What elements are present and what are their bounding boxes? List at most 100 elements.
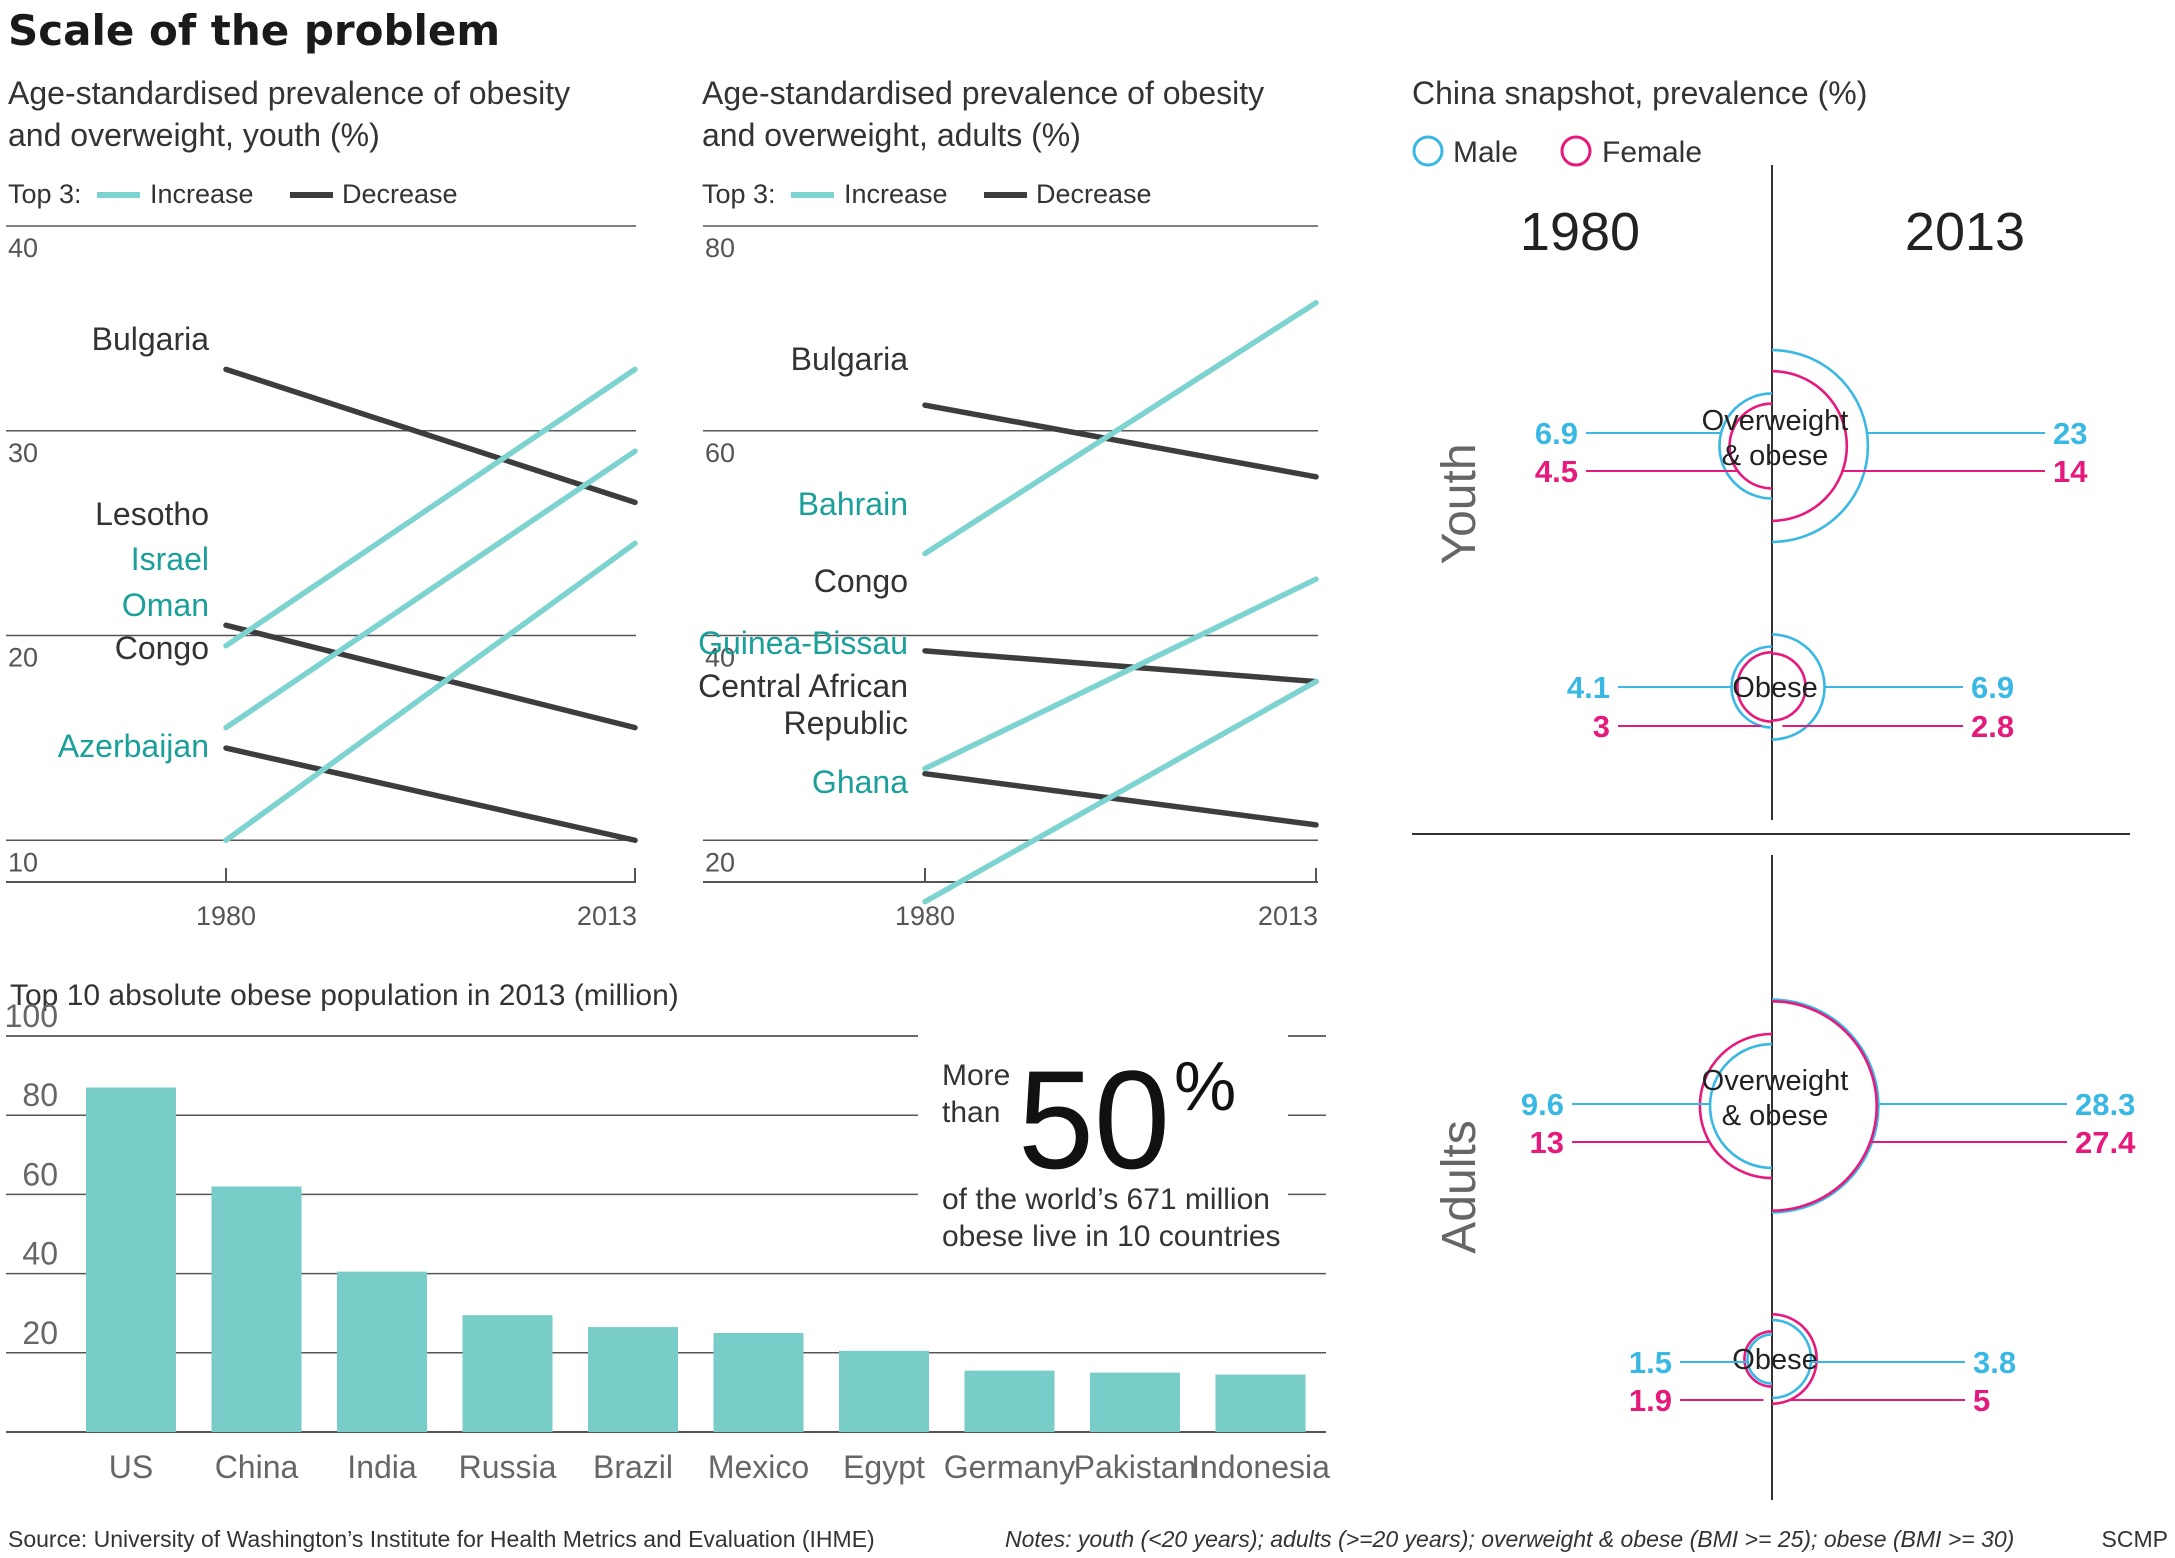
legend-increase-label: Increase — [844, 179, 948, 209]
year-1980-heading: 1980 — [1520, 202, 1640, 262]
circle-center-label: Obese — [1732, 672, 1817, 704]
female-legend-label: Female — [1602, 136, 1702, 169]
bar-russia — [462, 1315, 553, 1432]
series-label: Israel — [131, 541, 209, 577]
page-title: Scale of the problem — [8, 6, 500, 55]
adults-row1-2013-male-arc — [1771, 1318, 1813, 1400]
x-tick-label: Indonesia — [1191, 1449, 1330, 1485]
series-label: Bulgaria — [791, 341, 909, 377]
series-label: Azerbaijan — [58, 728, 209, 764]
female-legend-icon — [1560, 135, 1592, 167]
legend-top3-label: Top 3: — [8, 179, 82, 209]
value-label-youth-2013-male: 6.9 — [1971, 670, 2014, 705]
series-label: Congo — [814, 563, 908, 599]
adults-row1-1980-female-arc — [1743, 1330, 1773, 1388]
value-label-adults-2013-male: 3.8 — [1973, 1345, 2016, 1380]
y-tick-label: 20 — [705, 847, 735, 877]
adults-row0-2013-male-arc — [1771, 998, 1880, 1214]
series-line-congo — [922, 648, 1319, 685]
youth-row0-2013-male-arc — [1771, 348, 1870, 544]
x-tick-label: 1980 — [895, 901, 955, 931]
youth-row1-1980-female-arc — [1736, 651, 1773, 723]
circle-center-label: Overweight — [1702, 1065, 1849, 1097]
callout-line-2: obese live in 10 countries — [942, 1220, 1281, 1253]
value-label-adults-2013-male: 28.3 — [2075, 1087, 2135, 1122]
bar-us — [86, 1087, 176, 1432]
adults-line-chart: 20 40 60 80 1980 2013 Bulgaria Congo Central Afr… — [698, 225, 1319, 931]
bar-indonesia — [1215, 1374, 1306, 1432]
youth-line-chart: 10 20 30 40 1980 2013 Bulgaria Lesotho Congo Isra… — [6, 225, 638, 931]
adults-chart-title-line1: Age-standardised prevalence of obesity — [702, 75, 1264, 111]
callout-number: 50 — [1018, 1041, 1170, 1198]
bar-egypt — [839, 1350, 929, 1432]
y-tick-label: 30 — [8, 438, 38, 468]
china-legend: Male Female — [1412, 135, 1702, 169]
series-label: Bulgaria — [92, 321, 210, 357]
youth-group-label: Youth — [1433, 443, 1486, 564]
x-tick-label: China — [215, 1449, 299, 1485]
series-line-bulgaria — [223, 366, 638, 506]
bar-germany — [964, 1370, 1055, 1432]
bar-chart-title: Top 10 absolute obese population in 2013… — [10, 979, 679, 1012]
x-tick-label: 1980 — [196, 901, 256, 931]
series-line-lesotho — [223, 622, 638, 731]
series-label: Congo — [115, 630, 209, 666]
adults-legend: Top 3: Increase Decrease — [702, 179, 1152, 209]
callout-50-percent: More than 50 % of the world’s 671 millio… — [918, 1035, 1288, 1270]
series-label: Lesotho — [95, 496, 209, 532]
youth-row1-2013-female-arc — [1771, 652, 1807, 722]
value-label-youth-1980-male: 6.9 — [1535, 416, 1578, 451]
adults-row1-1980-male-arc — [1746, 1333, 1773, 1385]
y-tick-label: 60 — [22, 1156, 58, 1192]
series-line-guinea-bissau — [922, 576, 1319, 772]
adults-row0-1980-female-arc — [1698, 1032, 1773, 1180]
youth-chart-title-line2: and overweight, youth (%) — [8, 117, 380, 153]
x-tick-label: Mexico — [708, 1449, 809, 1485]
circle-center-label: & obese — [1722, 1100, 1828, 1132]
series-label: Republic — [783, 705, 908, 741]
y-tick-label: 60 — [705, 438, 735, 468]
legend-decrease-label: Decrease — [342, 179, 458, 209]
series-line-oman — [223, 448, 638, 731]
value-label-youth-2013-male: 23 — [2053, 416, 2087, 451]
value-label-adults-2013-female: 27.4 — [2075, 1125, 2136, 1160]
source-note: Source: University of Washington’s Insti… — [8, 1526, 875, 1552]
y-tick-label: 40 — [8, 233, 38, 263]
x-tick-label: Pakistan — [1074, 1449, 1197, 1485]
value-label-adults-1980-male: 9.6 — [1521, 1087, 1564, 1122]
callout-percent: % — [1174, 1047, 1236, 1125]
circle-center-label: Overweight — [1702, 405, 1849, 437]
china-snapshot-title: China snapshot, prevalence (%) — [1412, 75, 1867, 111]
value-label-youth-1980-male: 4.1 — [1567, 670, 1610, 705]
adults-row0-1980-male-arc — [1708, 1042, 1773, 1170]
bar-india — [337, 1271, 427, 1432]
series-label: Oman — [122, 587, 209, 623]
y-tick-label: 20 — [22, 1315, 58, 1351]
y-tick-label: 10 — [8, 847, 38, 877]
series-line-bahrain — [922, 300, 1319, 557]
value-label-adults-2013-female: 5 — [1973, 1383, 1990, 1418]
x-tick-label: Egypt — [843, 1449, 925, 1485]
x-tick-label: US — [109, 1449, 153, 1485]
legend-decrease-label: Decrease — [1036, 179, 1152, 209]
y-tick-label: 40 — [22, 1236, 58, 1272]
circle-center-label: & obese — [1722, 440, 1828, 472]
series-line-azerbaijan — [223, 540, 638, 843]
x-tick-label: Germany — [944, 1449, 1076, 1485]
value-label-youth-1980-female: 4.5 — [1535, 454, 1578, 489]
y-tick-label: 40 — [705, 643, 735, 673]
circle-center-label: Obese — [1732, 1344, 1817, 1376]
value-label-adults-1980-female: 1.9 — [1629, 1383, 1672, 1418]
callout-background — [918, 1035, 1288, 1270]
legend-top3-label: Top 3: — [702, 179, 776, 209]
y-tick-label: 100 — [5, 998, 58, 1034]
series-label: Central African — [698, 668, 908, 704]
bar-chart: US China India Russia Brazil Mexico Egypt Germa… — [5, 998, 1330, 1485]
series-label: Bahrain — [798, 486, 908, 522]
youth-chart-title-line1: Age-standardised prevalence of obesity — [8, 75, 570, 111]
series-label: Guinea-Bissau — [698, 625, 908, 661]
year-2013-heading: 2013 — [1905, 202, 2025, 262]
x-tick-label: Brazil — [593, 1449, 673, 1485]
notes: Notes: youth (<20 years); adults (>=20 y… — [1005, 1526, 2014, 1552]
